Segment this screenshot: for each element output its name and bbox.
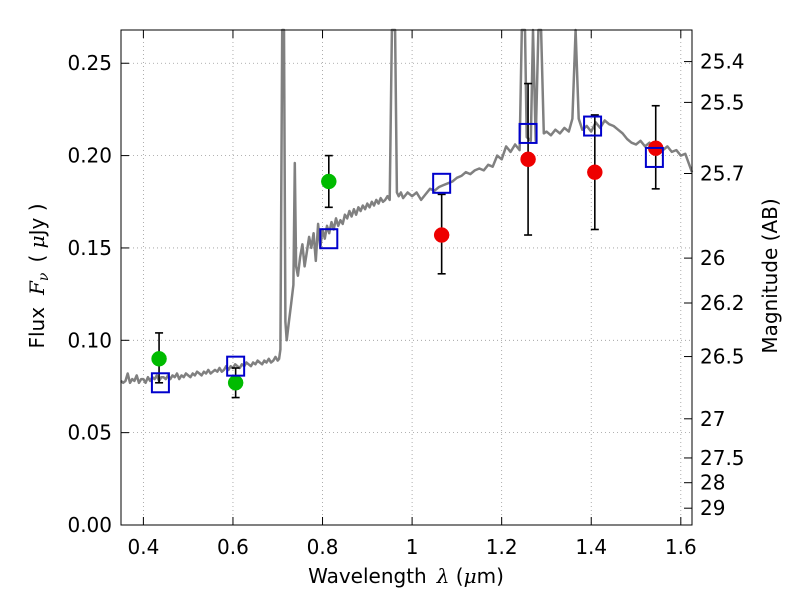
magnitude-tick-label: 27.5 bbox=[700, 446, 745, 470]
spectrum-line bbox=[120, 28, 694, 385]
y-tick-label: 0.15 bbox=[67, 236, 112, 260]
model-photometry bbox=[150, 115, 664, 394]
x-tick-label: 1.6 bbox=[665, 535, 697, 559]
data-points bbox=[151, 140, 664, 391]
model-box bbox=[432, 172, 452, 194]
model-box bbox=[518, 122, 538, 144]
y-tick-label: 0.25 bbox=[67, 51, 112, 75]
model-box bbox=[150, 372, 170, 394]
plot-frame bbox=[120, 29, 693, 526]
y-axis-symbol: F bbox=[25, 280, 49, 296]
magnitude-tick-label: 26 bbox=[700, 246, 725, 270]
magnitude-tick-label: 26.2 bbox=[700, 291, 745, 315]
model-spectrum bbox=[120, 28, 694, 385]
y-axis-unit-open: ( bbox=[25, 248, 49, 262]
magnitude-tick-label: 27 bbox=[700, 407, 725, 431]
red-data-point bbox=[520, 151, 536, 168]
model-box bbox=[319, 228, 339, 250]
magnitude-tick-label: 25.7 bbox=[700, 162, 745, 186]
x-axis-unit-rest: m) bbox=[477, 564, 504, 588]
x-tick-label: 0.4 bbox=[127, 535, 159, 559]
model-box bbox=[644, 146, 664, 168]
x-tick-label: 0.6 bbox=[217, 535, 249, 559]
model-box bbox=[226, 355, 246, 377]
red-data-point bbox=[587, 164, 603, 180]
green-data-point bbox=[321, 173, 337, 190]
green-data-point bbox=[151, 351, 167, 367]
y-axis-subscript: ν bbox=[36, 272, 52, 281]
y-axis-unit-rest: Jy ) bbox=[25, 203, 49, 237]
magnitude-tick-label: 28 bbox=[700, 471, 725, 495]
grid-lines bbox=[121, 30, 692, 526]
x-axis-symbol: λ bbox=[436, 564, 450, 588]
x-axis-title-main: Wavelength bbox=[308, 564, 427, 588]
y-axis-title-main: Flux bbox=[25, 307, 49, 349]
model-box bbox=[583, 115, 603, 137]
axis-ticks: 0.4 0.6 0.8 1 1.2 1.4 1.6 0.00 0.05 0.10 0.15 0.20 0… bbox=[67, 30, 745, 559]
magnitude-tick-label: 25.5 bbox=[700, 90, 745, 114]
magnitude-tick-label: 26.5 bbox=[700, 345, 745, 369]
x-axis-unit-open: ( bbox=[449, 564, 463, 588]
x-axis-unit-mu: μ bbox=[464, 564, 477, 588]
y-tick-label: 0.20 bbox=[67, 144, 112, 168]
y-axis-unit-mu: μ bbox=[25, 235, 49, 248]
y-tick-label: 0.10 bbox=[67, 328, 112, 352]
magnitude-tick-label: 25.4 bbox=[700, 50, 745, 74]
y-tick-label: 0.05 bbox=[67, 421, 112, 445]
red-data-point bbox=[433, 227, 450, 243]
x-axis-title: Wavelength λ (μm) bbox=[308, 564, 504, 588]
x-tick-label: 1.2 bbox=[486, 535, 518, 559]
y-axis-title: Flux Fν ( μJy ) bbox=[25, 203, 52, 348]
x-tick-label: 0.8 bbox=[307, 535, 339, 559]
y-tick-label: 0.00 bbox=[67, 513, 112, 537]
right-axis-title: Magnitude (AB) bbox=[758, 198, 782, 353]
x-tick-label: 1.4 bbox=[575, 535, 607, 559]
x-tick-label: 1 bbox=[406, 535, 419, 559]
green-data-point bbox=[227, 375, 244, 391]
magnitude-tick-label: 29 bbox=[700, 496, 725, 520]
